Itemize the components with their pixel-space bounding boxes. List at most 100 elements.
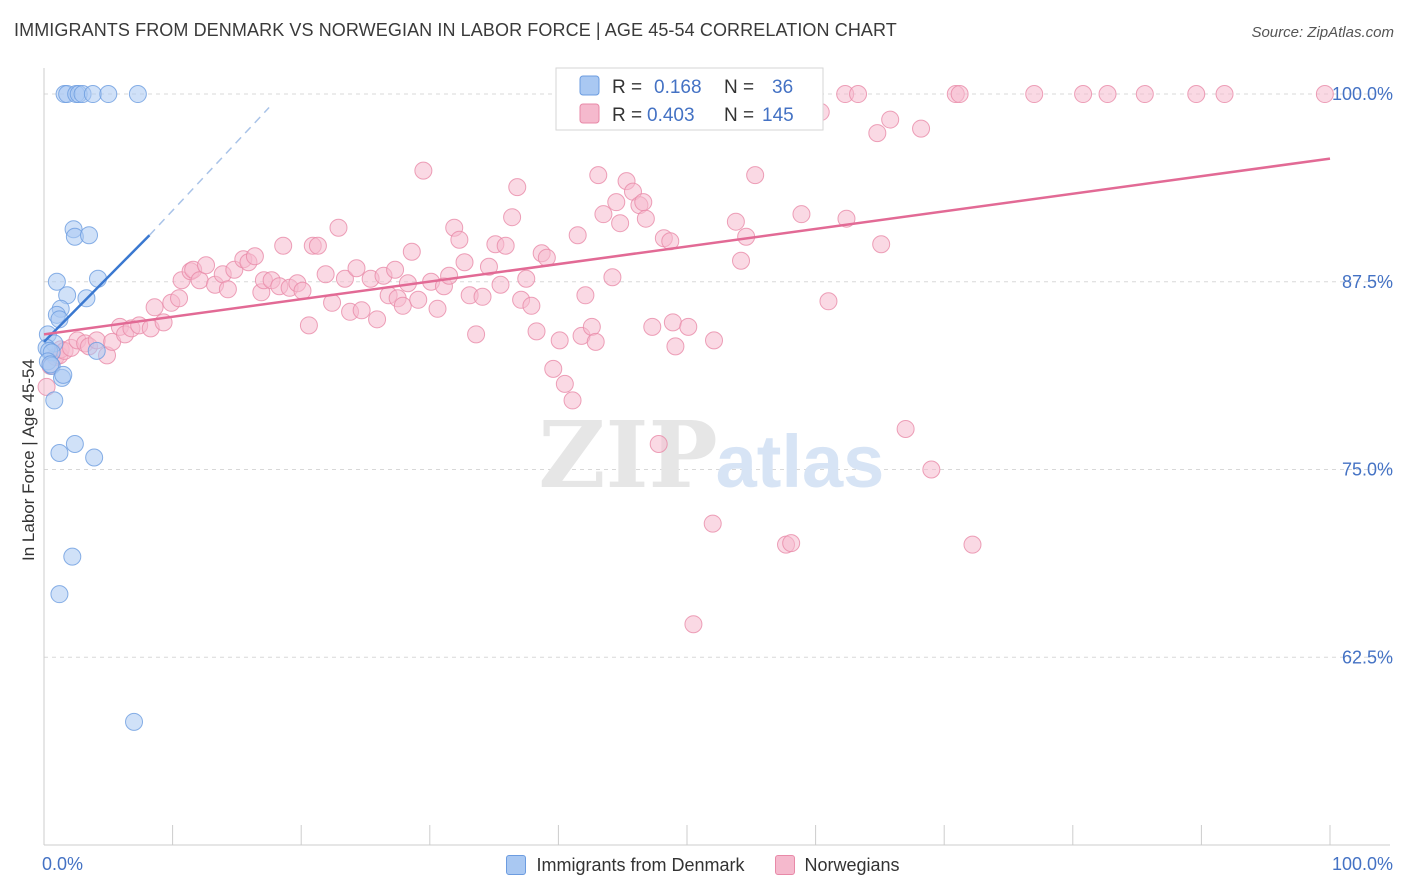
point-norwegians-53 — [368, 310, 387, 329]
legend-swatch-pink — [774, 855, 795, 875]
point-norwegians-143 — [1187, 85, 1206, 104]
point-norwegians-121 — [782, 534, 801, 553]
point-norwegians-58 — [393, 296, 412, 315]
point-norwegians-131 — [872, 235, 891, 254]
stats-r-value-blue: 0.168 — [654, 77, 702, 98]
stats-swatch-blue — [579, 75, 600, 96]
y-tick-label-3: 62.5% — [1342, 647, 1393, 667]
point-norwegians-93 — [586, 332, 605, 351]
point-norwegians-129 — [849, 85, 868, 104]
point-norwegians-33 — [245, 247, 264, 266]
x-tick-label-0: 0.0% — [42, 854, 83, 874]
point-norwegians-51 — [352, 301, 371, 320]
point-norwegians-145 — [1315, 85, 1334, 104]
watermark: ZIP atlas — [538, 401, 884, 509]
stats-n-label-pink: N = — [724, 105, 754, 126]
point-denmark-35 — [125, 712, 144, 731]
trend-line-norwegians — [43, 157, 1331, 336]
point-norwegians-142 — [1135, 85, 1154, 104]
point-norwegians-25 — [190, 271, 209, 290]
y-axis-label: In Labor Force | Age 45-54 — [19, 359, 38, 561]
trend-line-denmark — [43, 234, 151, 343]
point-norwegians-95 — [594, 205, 613, 224]
point-norwegians-111 — [684, 615, 703, 634]
source-label: Source: ZipAtlas.com — [1251, 24, 1394, 41]
legend-item-denmark[interactable]: Immigrants from Denmark — [506, 852, 745, 878]
point-norwegians-88 — [563, 391, 582, 410]
point-norwegians-92 — [582, 317, 601, 336]
point-norwegians-41 — [293, 281, 312, 300]
point-norwegians-102 — [634, 193, 653, 212]
point-norwegians-44 — [308, 236, 327, 255]
y-tick-label-2: 75.0% — [1342, 460, 1393, 480]
stats-n-value-pink: 145 — [762, 105, 794, 126]
point-norwegians-137 — [950, 85, 969, 104]
point-norwegians-80 — [517, 269, 536, 288]
y-tick-label-1: 87.5% — [1342, 272, 1393, 292]
point-norwegians-68 — [450, 230, 469, 249]
point-norwegians-140 — [1074, 85, 1093, 104]
point-denmark-29 — [45, 391, 64, 410]
stats-r-value-pink: 0.403 — [647, 105, 695, 126]
point-norwegians-66 — [440, 266, 459, 285]
point-norwegians-133 — [896, 419, 915, 438]
point-denmark-10 — [80, 226, 99, 245]
point-norwegians-42 — [299, 316, 318, 335]
point-norwegians-115 — [726, 212, 745, 231]
point-denmark-7 — [128, 85, 147, 104]
point-norwegians-134 — [912, 119, 931, 138]
legend-item-norwegians[interactable]: Norwegians — [774, 852, 900, 878]
stats-r-label-pink: R = — [612, 105, 642, 126]
point-denmark-34 — [50, 585, 69, 604]
point-norwegians-64 — [428, 299, 447, 318]
point-norwegians-87 — [555, 374, 574, 393]
point-norwegians-47 — [329, 218, 348, 237]
point-norwegians-82 — [527, 322, 546, 341]
point-norwegians-85 — [544, 359, 563, 378]
legend-swatch-blue — [506, 855, 527, 875]
point-norwegians-60 — [402, 242, 421, 261]
point-norwegians-56 — [386, 260, 405, 279]
point-norwegians-97 — [607, 193, 626, 212]
point-norwegians-126 — [819, 292, 838, 311]
point-denmark-26 — [41, 355, 60, 374]
point-norwegians-78 — [508, 178, 527, 197]
point-norwegians-86 — [550, 331, 569, 350]
point-norwegians-29 — [218, 280, 237, 299]
point-norwegians-26 — [197, 256, 216, 275]
point-norwegians-45 — [316, 265, 335, 284]
point-norwegians-61 — [409, 290, 428, 309]
watermark-zip: ZIP — [538, 401, 717, 509]
point-norwegians-98 — [611, 214, 630, 233]
point-norwegians-118 — [746, 166, 765, 185]
point-denmark-5 — [83, 85, 102, 104]
point-norwegians-89 — [568, 226, 587, 245]
legend-label-norwegians: Norwegians — [804, 854, 900, 875]
point-norwegians-76 — [496, 236, 515, 255]
point-denmark-12 — [47, 272, 66, 291]
point-norwegians-105 — [649, 434, 668, 453]
x-tick-label-1: 100.0% — [1332, 854, 1393, 874]
legend: Immigrants from Denmark Norwegians — [0, 852, 1406, 878]
point-norwegians-72 — [473, 287, 492, 306]
point-norwegians-77 — [503, 208, 522, 227]
point-denmark-33 — [63, 547, 82, 566]
point-norwegians-116 — [732, 251, 751, 270]
stats-n-label-blue: N = — [724, 77, 754, 98]
stats-r-label-blue: R = — [612, 77, 642, 98]
watermark-atlas: atlas — [716, 420, 885, 503]
point-denmark-32 — [85, 448, 104, 467]
point-denmark-30 — [50, 443, 69, 462]
point-norwegians-50 — [347, 259, 366, 278]
point-denmark-6 — [99, 85, 118, 104]
point-norwegians-69 — [455, 253, 474, 272]
point-norwegians-139 — [1025, 85, 1044, 104]
chart-title: IMMIGRANTS FROM DENMARK VS NORWEGIAN IN … — [14, 20, 897, 40]
point-norwegians-103 — [636, 209, 655, 228]
point-norwegians-135 — [922, 460, 941, 479]
stats-box: R = 0.168 N = 36 R = 0.403 N = 145 — [555, 67, 824, 131]
point-norwegians-71 — [467, 325, 486, 344]
point-norwegians-144 — [1215, 85, 1234, 104]
point-norwegians-91 — [576, 286, 595, 305]
